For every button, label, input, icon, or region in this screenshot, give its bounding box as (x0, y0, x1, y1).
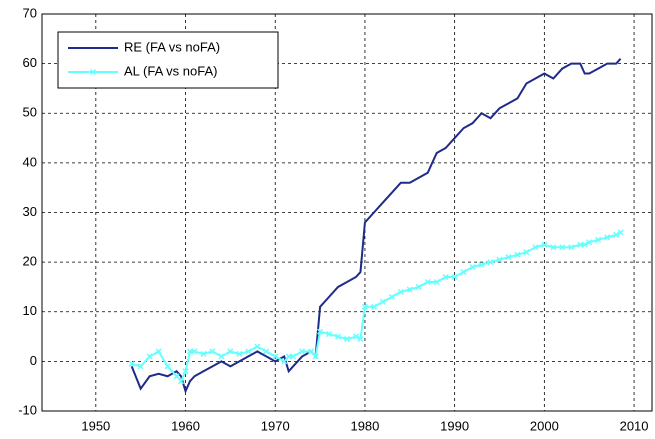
series-marker (272, 353, 279, 360)
series-marker (285, 353, 292, 360)
series-line (131, 231, 622, 384)
series-marker (433, 278, 440, 286)
series-marker (586, 239, 593, 246)
series-marker (155, 348, 162, 355)
x-tick-label: 2010 (620, 418, 649, 433)
series-marker (415, 283, 422, 290)
series-marker (559, 244, 566, 251)
x-tick-label: 1990 (440, 418, 469, 433)
legend-box (57, 31, 279, 89)
series-marker (326, 331, 333, 338)
x-tick-label: 1960 (171, 418, 200, 433)
series-marker (263, 348, 270, 355)
series-marker (236, 350, 243, 357)
series-marker (245, 348, 252, 355)
legend-label: RE (FA vs noFA) (124, 39, 220, 54)
series-marker (505, 254, 512, 261)
series-marker (308, 348, 315, 355)
series-marker (478, 261, 485, 268)
series-marker (604, 234, 611, 241)
y-tick-label: 40 (23, 154, 37, 169)
series-marker (343, 336, 351, 343)
series-marker (128, 360, 135, 367)
series-marker (514, 251, 521, 258)
y-tick-label: 60 (23, 55, 37, 70)
series-marker (406, 286, 413, 293)
series-marker (613, 231, 620, 238)
series-marker (299, 348, 306, 355)
series-marker (164, 363, 171, 370)
x-tick-label: 1950 (81, 418, 110, 433)
y-tick-label: -10 (18, 402, 37, 417)
series-marker (146, 353, 153, 360)
y-tick-label: 10 (23, 303, 37, 318)
series-marker (173, 373, 180, 380)
series-marker (334, 333, 342, 340)
series-marker (312, 353, 319, 360)
series-marker (595, 236, 602, 243)
series-marker (460, 269, 467, 276)
series-marker (191, 348, 198, 355)
series-marker (496, 256, 503, 263)
y-tick-label: 50 (23, 105, 37, 120)
series-marker (178, 378, 185, 385)
series-marker (218, 353, 225, 360)
series-line (130, 57, 622, 394)
series-marker (352, 333, 360, 340)
y-tick-label: 20 (23, 254, 37, 269)
series-marker (487, 259, 494, 266)
y-tick-label: 0 (30, 353, 37, 368)
series-marker (254, 343, 261, 350)
series-marker (186, 348, 194, 355)
series-marker (290, 353, 297, 360)
x-tick-label: 1980 (350, 418, 379, 433)
series-marker (442, 273, 449, 281)
series-marker (397, 288, 404, 295)
series-marker (568, 244, 575, 251)
y-tick-label: 70 (23, 5, 37, 20)
series-marker (617, 229, 624, 236)
series-marker (469, 264, 476, 271)
series-marker (523, 249, 530, 256)
series-marker (182, 368, 189, 375)
series-marker (227, 348, 234, 355)
series-marker (209, 348, 216, 355)
series-marker (451, 273, 458, 281)
legend-marker (89, 68, 97, 76)
series-marker (379, 298, 386, 305)
series-marker (577, 241, 584, 248)
series-marker (541, 241, 548, 248)
series-marker (388, 293, 395, 300)
series-marker (200, 350, 207, 357)
series-marker (532, 244, 539, 251)
series-marker (357, 336, 364, 343)
series-marker (281, 358, 288, 365)
series-marker (137, 363, 144, 370)
series-marker (581, 241, 588, 248)
series-marker (550, 244, 557, 251)
series-marker (361, 303, 368, 310)
legend-label: AL (FA vs noFA) (124, 63, 217, 78)
series-marker (317, 328, 324, 335)
x-tick-label: 2000 (530, 418, 559, 433)
series-marker (370, 303, 377, 310)
x-tick-label: 1970 (261, 418, 290, 433)
series-marker (424, 278, 431, 286)
y-tick-label: 30 (23, 204, 37, 219)
